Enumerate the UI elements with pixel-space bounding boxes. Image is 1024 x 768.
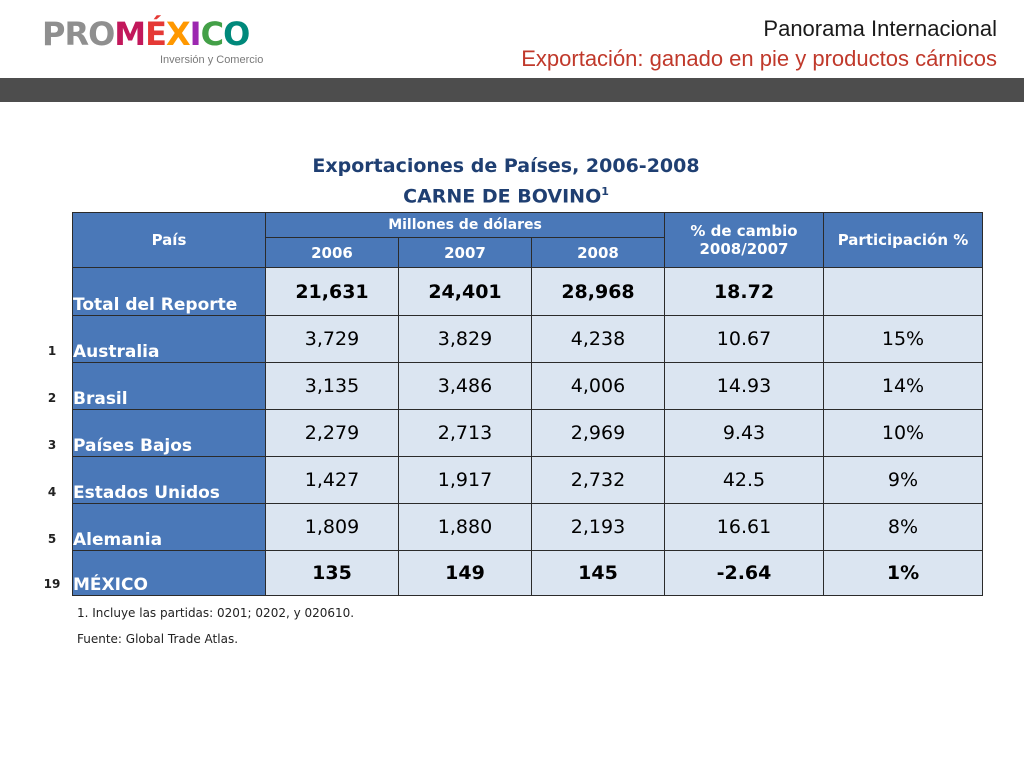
value-2007-cell: 149: [398, 550, 532, 596]
share-cell: 9%: [823, 456, 983, 504]
header-year-2008: 2008: [531, 237, 665, 268]
table-row: Australia 3,729 3,829 4,238 10.67 15%: [72, 315, 983, 363]
logo-wordmark: PROMÉXICO: [42, 14, 250, 54]
share-cell: 15%: [823, 315, 983, 363]
value-2007-cell: 1,880: [398, 503, 532, 551]
value-2007-cell: 2,713: [398, 409, 532, 457]
table-row: Brasil 3,135 3,486 4,006 14.93 14%: [72, 362, 983, 410]
table-footnote: 1. Incluye las partidas: 0201; 0202, y 0…: [77, 606, 355, 620]
change-cell: 9.43: [664, 409, 824, 457]
exports-table: País Millones de dólares % de cambio 200…: [72, 212, 983, 596]
logo-tagline: Inversión y Comercio: [160, 54, 264, 66]
change-cell: 42.5: [664, 456, 824, 504]
header-band: [0, 78, 1024, 102]
logo-pro: PRO: [42, 15, 115, 53]
value-2008-cell: 2,732: [531, 456, 665, 504]
promexico-logo: PROMÉXICO Inversión y Comercio: [42, 14, 282, 74]
country-cell: Total del Reporte: [72, 267, 266, 316]
value-2006-cell: 2,279: [265, 409, 399, 457]
value-2008-cell: 4,006: [531, 362, 665, 410]
country-cell: Estados Unidos: [72, 456, 266, 504]
value-2007-cell: 24,401: [398, 267, 532, 316]
subtitle-label: Exportación:: [521, 46, 644, 71]
value-2008-cell: 4,238: [531, 315, 665, 363]
share-cell: 8%: [823, 503, 983, 551]
table-subtitle: CARNE DE BOVINO1: [0, 185, 1012, 207]
change-cell: 14.93: [664, 362, 824, 410]
value-2006-cell: 21,631: [265, 267, 399, 316]
share-cell: 14%: [823, 362, 983, 410]
value-2007-cell: 1,917: [398, 456, 532, 504]
table-source: Fuente: Global Trade Atlas.: [77, 632, 239, 646]
share-cell: [823, 267, 983, 316]
value-2006-cell: 135: [265, 550, 399, 596]
country-cell: MÉXICO: [72, 550, 266, 596]
rank-label: 3: [47, 438, 57, 452]
rank-label: 5: [47, 532, 57, 546]
share-cell: 10%: [823, 409, 983, 457]
table-subtitle-text: CARNE DE BOVINO: [403, 185, 602, 208]
value-2008-cell: 28,968: [531, 267, 665, 316]
table-row: Estados Unidos 1,427 1,917 2,732 42.5 9%: [72, 456, 983, 504]
change-cell: 10.67: [664, 315, 824, 363]
value-2006-cell: 1,809: [265, 503, 399, 551]
value-2008-cell: 145: [531, 550, 665, 596]
table-row: Países Bajos 2,279 2,713 2,969 9.43 10%: [72, 409, 983, 457]
value-2006-cell: 3,729: [265, 315, 399, 363]
rank-label: 19: [43, 577, 61, 591]
change-cell: 16.61: [664, 503, 824, 551]
value-2006-cell: 3,135: [265, 362, 399, 410]
table-row: Alemania 1,809 1,880 2,193 16.61 8%: [72, 503, 983, 551]
country-cell: Australia: [72, 315, 266, 363]
header-millions: Millones de dólares: [265, 212, 665, 238]
value-2008-cell: 2,969: [531, 409, 665, 457]
page-subtitle: Exportación: ganado en pie y productos c…: [521, 46, 997, 72]
table-row: Total del Reporte 21,631 24,401 28,968 18.72: [72, 267, 983, 316]
table-row: MÉXICO 135 149 145 -2.64 1%: [72, 550, 983, 596]
header-country: País: [72, 212, 266, 268]
value-2007-cell: 3,486: [398, 362, 532, 410]
rank-label: 2: [47, 391, 57, 405]
header-year-2006: 2006: [265, 237, 399, 268]
country-cell: Países Bajos: [72, 409, 266, 457]
logo-mexico: MÉXICO: [114, 15, 250, 53]
subtitle-text: ganado en pie y productos cárnicos: [649, 46, 997, 71]
value-2006-cell: 1,427: [265, 456, 399, 504]
change-cell: 18.72: [664, 267, 824, 316]
header-share: Participación %: [823, 212, 983, 268]
header-change: % de cambio 2008/2007: [664, 212, 824, 268]
rank-label: 1: [47, 344, 57, 358]
change-cell: -2.64: [664, 550, 824, 596]
footnote-marker: 1: [601, 185, 609, 198]
share-cell: 1%: [823, 550, 983, 596]
country-cell: Brasil: [72, 362, 266, 410]
country-cell: Alemania: [72, 503, 266, 551]
table-title: Exportaciones de Países, 2006-2008: [312, 155, 700, 177]
page-title: Panorama Internacional: [763, 16, 997, 41]
header-year-2007: 2007: [398, 237, 532, 268]
rank-label: 4: [47, 485, 57, 499]
value-2008-cell: 2,193: [531, 503, 665, 551]
value-2007-cell: 3,829: [398, 315, 532, 363]
